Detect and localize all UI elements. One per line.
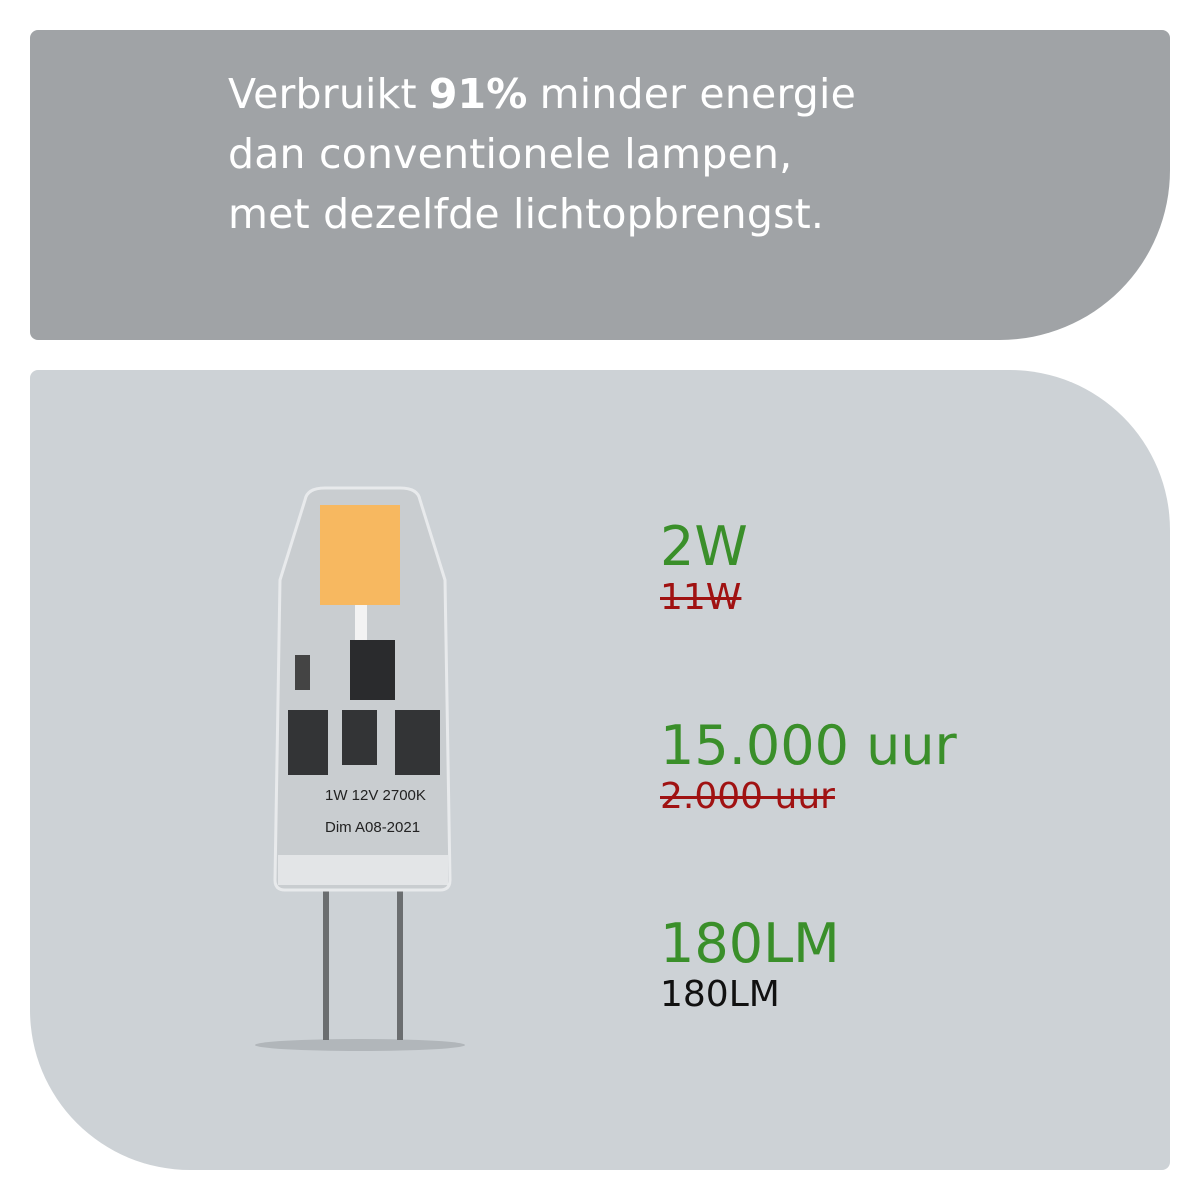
headline-line2: dan conventionele lampen, <box>228 130 793 178</box>
led-stem <box>355 605 367 650</box>
chip-ic <box>350 640 395 700</box>
spec-power: 2W 11W <box>660 517 748 619</box>
spec-lumen-new: 180LM <box>660 912 840 975</box>
led-chip <box>320 505 400 605</box>
headline-suffix: minder energie <box>539 70 857 118</box>
bulb-pin-left <box>323 880 329 1040</box>
headline: Verbruikt 91% minder energie dan conventio… <box>228 64 856 244</box>
spec-lifetime-old: 2.000 uur <box>660 776 835 817</box>
bulb-print-line1: 1W 12V 2700K <box>325 787 426 804</box>
chip-diode-left <box>288 710 328 775</box>
chip-diode-right <box>395 710 440 775</box>
spec-lumen-old: 180LM <box>660 974 780 1015</box>
bulb-print-line2: Dim A08-2021 <box>325 819 420 836</box>
headline-line3: met dezelfde lichtopbrengst. <box>228 190 825 238</box>
bulb-shadow <box>255 1039 465 1051</box>
product-panel <box>30 370 1170 1170</box>
spec-lifetime: 15.000 uur 2.000 uur <box>660 716 957 818</box>
chip-diode-mid <box>342 710 377 765</box>
headline-banner <box>30 30 1170 340</box>
bulb-base <box>278 855 448 885</box>
headline-highlight: 91% <box>428 70 528 118</box>
bulb-pin-right <box>397 880 403 1040</box>
spec-lifetime-new: 15.000 uur <box>660 714 957 777</box>
spec-lumen: 180LM 180LM <box>660 914 840 1016</box>
led-bulb-image: 1W 12V 2700K Dim A08-2021 <box>255 486 465 1051</box>
spec-power-old: 11W <box>660 577 742 618</box>
spec-power-new: 2W <box>660 515 748 578</box>
headline-prefix: Verbruikt <box>228 70 417 118</box>
chip-resistor <box>295 655 310 690</box>
